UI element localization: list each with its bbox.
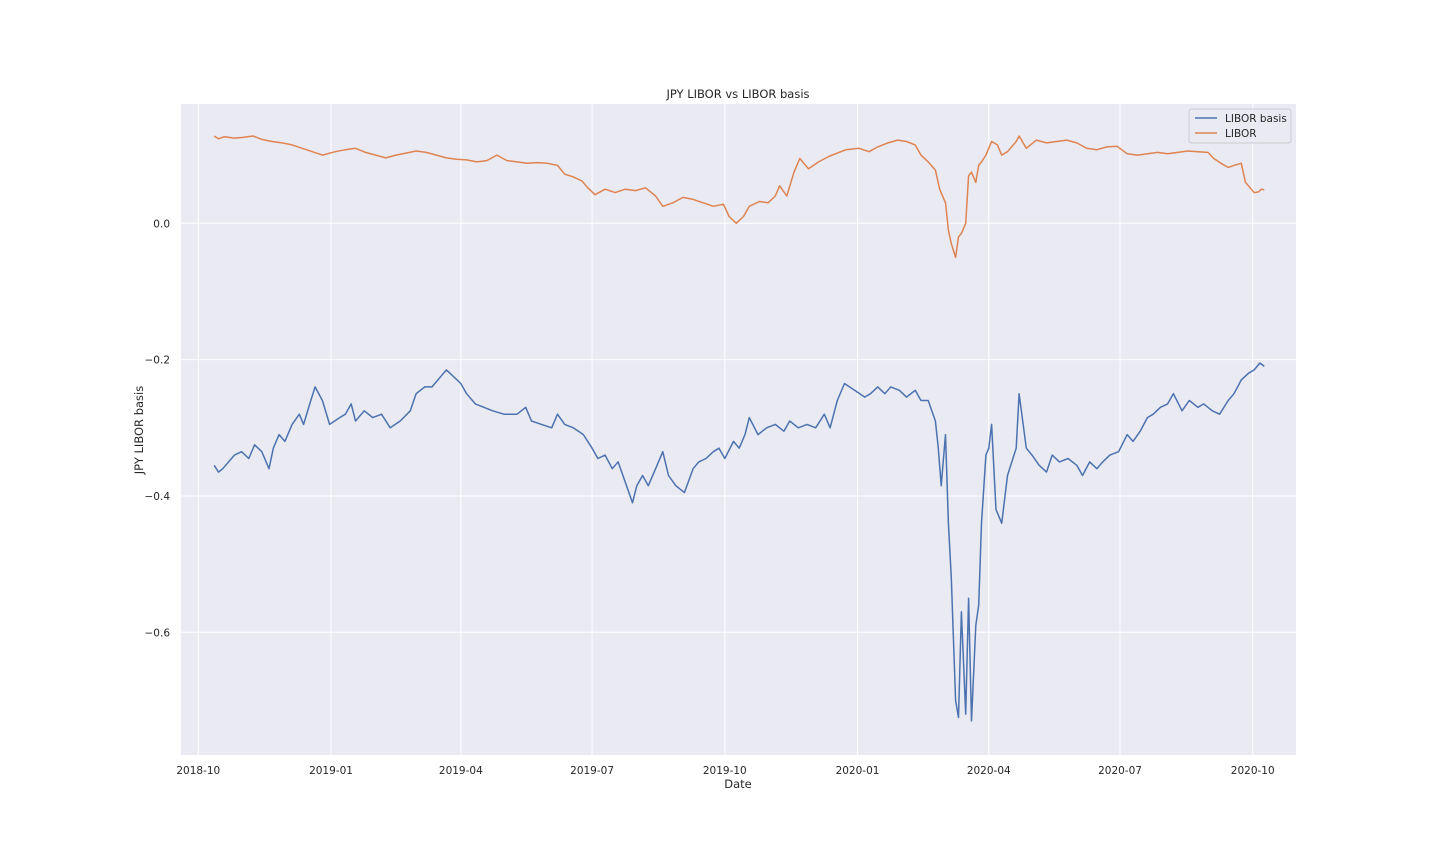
series-layer	[213, 135, 1265, 722]
x-tick-label: 2020-01	[836, 765, 880, 777]
y-tick-label: −0.2	[145, 355, 171, 367]
x-tick-label: 2019-10	[703, 765, 747, 777]
x-tick-label: 2018-10	[176, 765, 220, 777]
x-tick-label: 2020-10	[1231, 765, 1275, 777]
series-line-libor	[213, 135, 1265, 259]
y-axis-ticks: 0.0 −0.2 −0.4 −0.6	[145, 218, 171, 639]
y-tick-label: −0.4	[145, 491, 171, 503]
y-tick-label: 0.0	[153, 218, 170, 230]
x-tick-label: 2020-07	[1098, 765, 1142, 777]
grid-lines	[181, 104, 1296, 755]
x-tick-label: 2020-04	[967, 765, 1011, 777]
chart-title: JPY LIBOR vs LIBOR basis	[665, 87, 809, 101]
legend: LIBOR basis LIBOR	[1188, 108, 1292, 144]
x-axis-ticks: 2018-10 2019-01 2019-04 2019-07 2019-10 2020-…	[176, 765, 1274, 777]
legend-label-libor-basis: LIBOR basis	[1225, 113, 1287, 125]
plot-background	[181, 104, 1296, 755]
y-tick-label: −0.6	[145, 627, 171, 639]
y-axis-label: JPY LIBOR basis	[132, 386, 146, 475]
legend-label-libor: LIBOR	[1225, 128, 1257, 140]
series-line-libor-basis	[213, 362, 1265, 722]
x-tick-label: 2019-07	[570, 765, 614, 777]
x-tick-label: 2019-04	[439, 765, 483, 777]
x-axis-label: Date	[724, 777, 752, 791]
x-tick-label: 2019-01	[309, 765, 353, 777]
